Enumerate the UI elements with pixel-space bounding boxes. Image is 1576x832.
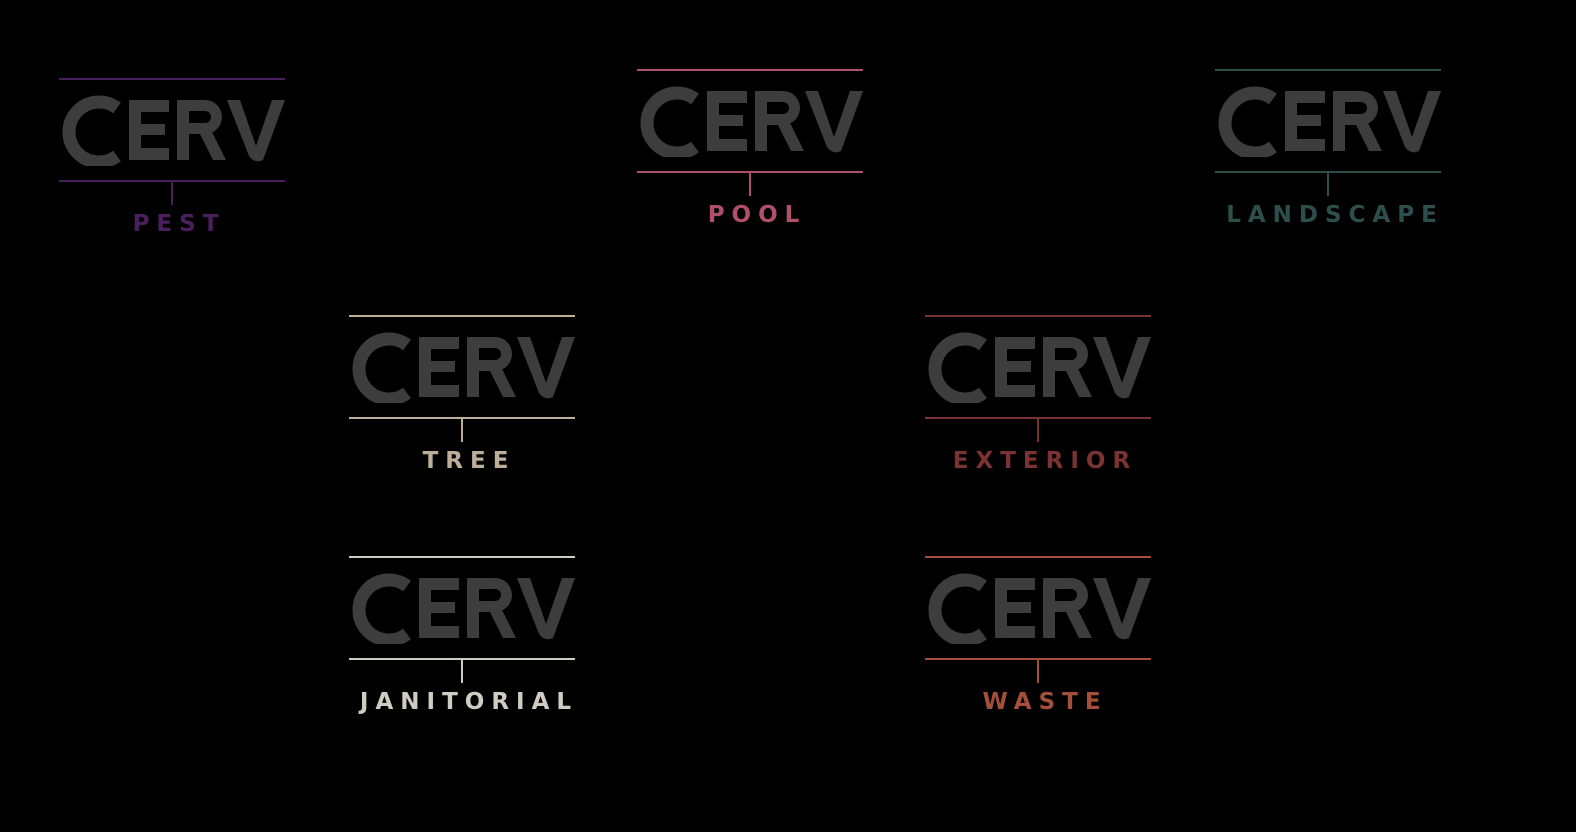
top-rule (925, 556, 1151, 558)
top-rule (637, 69, 863, 71)
logo-janitorial: CERV JANITORIAL (349, 556, 575, 726)
cerv-wordmark-logo (925, 572, 1151, 644)
service-label: LANDSCAPE (1226, 202, 1444, 228)
logo-landscape: CERV LANDSCAPE (1215, 69, 1441, 239)
cerv-wordmark-logo (925, 331, 1151, 403)
connector-stem (171, 181, 173, 205)
logo-exterior: CERV EXTERIOR (925, 315, 1151, 485)
service-label: WASTE (982, 689, 1108, 715)
connector-stem (461, 418, 463, 442)
cerv-wordmark-logo (59, 94, 285, 166)
top-rule (349, 556, 575, 558)
service-label: TREE (422, 448, 516, 474)
logo-pool: CERV POOL (637, 69, 863, 239)
service-label: JANITORIAL (359, 689, 579, 715)
cerv-wordmark-logo (1215, 85, 1441, 157)
top-rule (59, 78, 285, 80)
connector-stem (1037, 418, 1039, 442)
logo-tree: CERV TREE (349, 315, 575, 485)
service-label: POOL (707, 202, 807, 228)
connector-stem (1327, 172, 1329, 196)
connector-stem (461, 659, 463, 683)
logo-pest: CERV PEST (59, 78, 285, 248)
top-rule (349, 315, 575, 317)
top-rule (925, 315, 1151, 317)
cerv-wordmark-logo (349, 331, 575, 403)
service-label: PEST (132, 211, 226, 237)
connector-stem (1037, 659, 1039, 683)
service-label: EXTERIOR (952, 448, 1138, 474)
cerv-wordmark-logo (637, 85, 863, 157)
cerv-wordmark-logo (349, 572, 575, 644)
top-rule (1215, 69, 1441, 71)
connector-stem (749, 172, 751, 196)
logo-waste: CERV WASTE (925, 556, 1151, 726)
